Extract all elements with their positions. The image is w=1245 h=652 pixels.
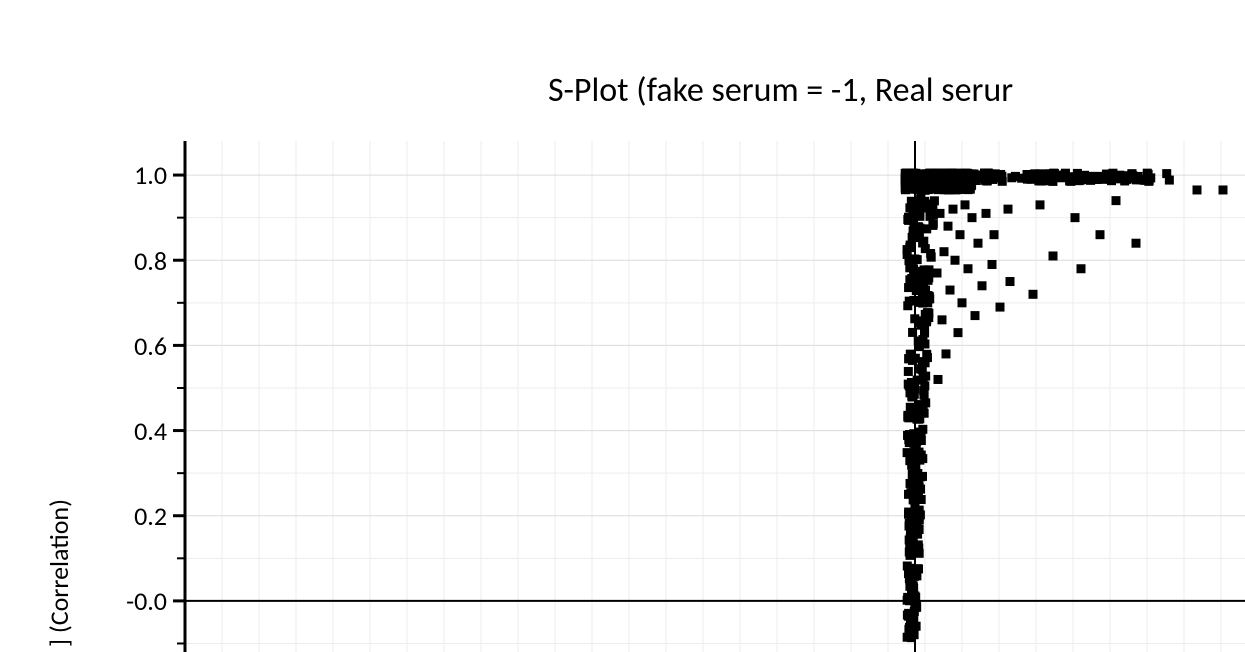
y-tick-label: -0.0 bbox=[126, 585, 167, 617]
chart-canvas bbox=[0, 0, 1245, 652]
y-tick-label: 0.8 bbox=[134, 245, 167, 277]
y-tick-label: 0.2 bbox=[134, 500, 167, 532]
y-tick-label: 0.4 bbox=[134, 415, 167, 447]
y-tick-label: 0.6 bbox=[134, 330, 167, 362]
y-tick-label: 1.0 bbox=[134, 159, 167, 191]
